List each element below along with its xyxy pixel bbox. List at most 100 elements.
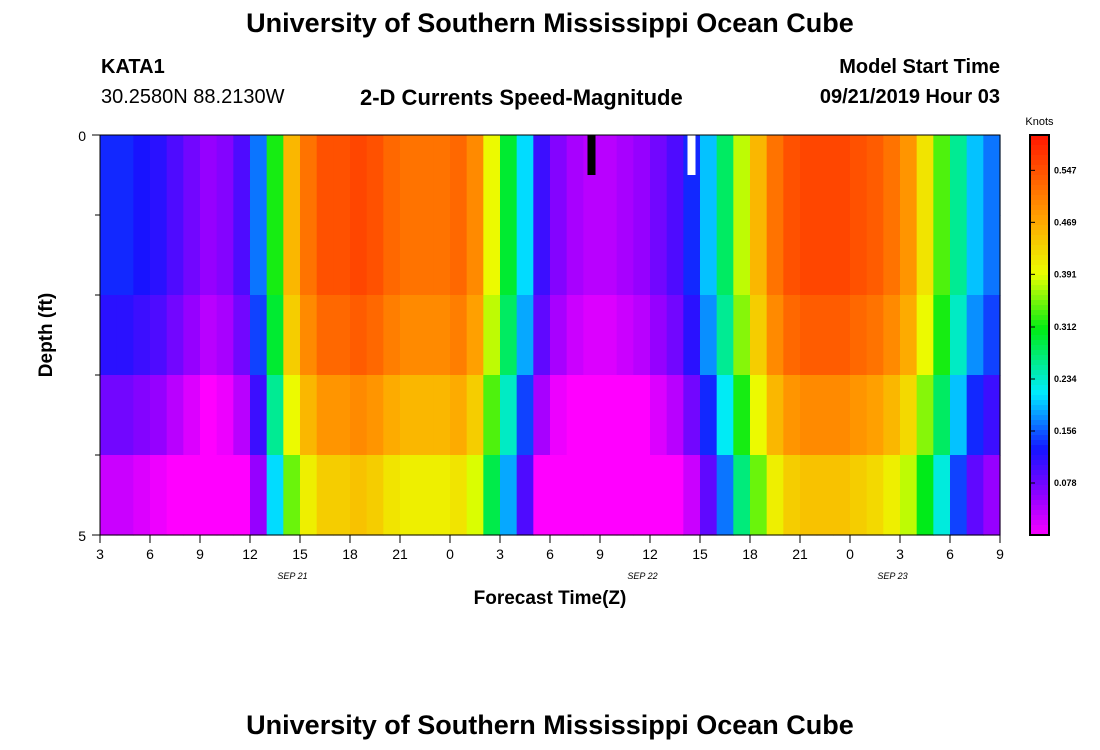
heatmap-cell xyxy=(333,455,351,536)
heatmap-cell xyxy=(550,375,568,456)
heatmap-cell xyxy=(900,135,918,216)
heatmap-cell xyxy=(683,455,701,536)
heatmap-cell xyxy=(166,455,184,536)
heatmap-cell xyxy=(733,455,751,536)
heatmap-cell xyxy=(266,215,284,296)
heatmap-cell xyxy=(483,215,501,296)
colorbar-segment xyxy=(1030,325,1049,331)
heatmap-cell xyxy=(883,295,901,376)
heatmap-cell xyxy=(366,135,384,216)
colorbar-segment xyxy=(1030,210,1049,216)
heatmap-cell xyxy=(200,295,218,376)
heatmap-cell xyxy=(783,135,801,216)
heatmap-cell xyxy=(983,375,1001,456)
heatmap-cell xyxy=(633,215,651,296)
heatmap-cell xyxy=(316,375,334,456)
date-label: SEP 22 xyxy=(627,571,657,581)
heatmap-cell xyxy=(333,295,351,376)
heatmap-cell xyxy=(650,295,668,376)
heatmap-cell xyxy=(600,215,618,296)
colorbar-tick-label: 0.469 xyxy=(1054,217,1077,227)
heatmap-cell xyxy=(150,375,168,456)
heatmap-cell xyxy=(500,215,518,296)
colorbar-segment xyxy=(1030,390,1049,396)
x-tick-label: 15 xyxy=(692,546,708,562)
heatmap-cell xyxy=(800,295,818,376)
y-axis: 05 xyxy=(78,128,100,544)
heatmap-cell xyxy=(500,135,518,216)
colorbar-tick-label: 0.547 xyxy=(1054,165,1077,175)
heatmap-cell xyxy=(316,135,334,216)
heatmap-cell xyxy=(550,215,568,296)
heatmap-cell xyxy=(116,375,134,456)
colorbar-segment xyxy=(1030,180,1049,186)
colorbar-segment xyxy=(1030,165,1049,171)
heatmap-cell xyxy=(250,455,268,536)
heatmap-cell xyxy=(700,295,718,376)
heatmap-cell xyxy=(250,295,268,376)
heatmap-cell xyxy=(350,215,368,296)
colorbar-segment xyxy=(1030,395,1049,401)
heatmap-cell xyxy=(900,455,918,536)
heatmap-cell xyxy=(433,375,451,456)
date-label: SEP 23 xyxy=(877,571,907,581)
heatmap-cell xyxy=(633,375,651,456)
heatmap-cell xyxy=(333,375,351,456)
colorbar-segment xyxy=(1030,420,1049,426)
heatmap-cell xyxy=(100,215,118,296)
heatmap-cell xyxy=(433,215,451,296)
heatmap-cell xyxy=(733,215,751,296)
colorbar-segment xyxy=(1030,145,1049,151)
heatmap-cell xyxy=(750,375,768,456)
heatmap-cell xyxy=(950,215,968,296)
heatmap-cell xyxy=(783,455,801,536)
heatmap-cell xyxy=(900,295,918,376)
colorbar-segment xyxy=(1030,505,1049,511)
heatmap-cell xyxy=(766,295,784,376)
colorbar-segment xyxy=(1030,375,1049,381)
heatmap-cell xyxy=(716,295,734,376)
x-axis-label: Forecast Time(Z) xyxy=(474,588,627,609)
colorbar-segment xyxy=(1030,435,1049,441)
heatmap-cell xyxy=(383,135,401,216)
heatmap-cell xyxy=(883,455,901,536)
colorbar-segment xyxy=(1030,330,1049,336)
y-axis-label: Depth (ft) xyxy=(36,293,57,377)
heatmap-cell xyxy=(466,215,484,296)
heatmap-cell xyxy=(533,295,551,376)
heatmap-cell xyxy=(483,455,501,536)
colorbar-segment xyxy=(1030,310,1049,316)
heatmap-cell xyxy=(516,215,534,296)
heatmap-cell xyxy=(316,455,334,536)
heatmap-cell xyxy=(966,455,984,536)
colorbar-segment xyxy=(1030,425,1049,431)
heatmap-cell xyxy=(100,455,118,536)
colorbar-segment xyxy=(1030,445,1049,451)
heatmap-cell xyxy=(750,135,768,216)
heatmap-cell xyxy=(333,135,351,216)
colorbar-segment xyxy=(1030,400,1049,406)
heatmap-cell xyxy=(233,375,251,456)
colorbar-segment xyxy=(1030,360,1049,366)
heatmap-cell xyxy=(383,455,401,536)
colorbar-segment xyxy=(1030,410,1049,416)
heatmap-cell xyxy=(333,215,351,296)
heatmap-cell xyxy=(916,455,934,536)
heatmap-cell xyxy=(800,215,818,296)
heatmap-cell xyxy=(383,375,401,456)
heatmap-cell xyxy=(866,295,884,376)
colorbar-segment xyxy=(1030,380,1049,386)
heatmap-cell xyxy=(283,455,301,536)
y-tick-label: 0 xyxy=(78,128,86,144)
x-tick-label: 12 xyxy=(242,546,258,562)
footer-title: University of Southern Mississippi Ocean… xyxy=(246,710,854,740)
heatmap-cell xyxy=(233,135,251,216)
heatmap-cell xyxy=(533,135,551,216)
heatmap-cell xyxy=(400,295,418,376)
heatmap-cell xyxy=(683,375,701,456)
heatmap-cell xyxy=(983,215,1001,296)
colorbar-segment xyxy=(1030,175,1049,181)
heatmap-cell xyxy=(833,375,851,456)
heatmap-cell xyxy=(366,215,384,296)
colorbar-segment xyxy=(1030,430,1049,436)
